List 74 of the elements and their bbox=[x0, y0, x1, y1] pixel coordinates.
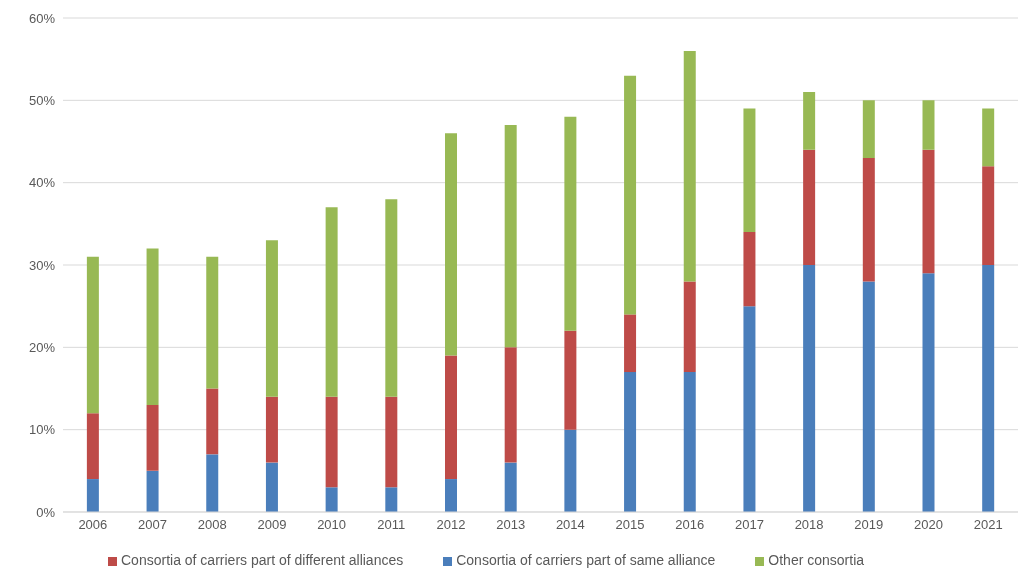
x-tick-label: 2013 bbox=[496, 517, 526, 533]
x-tick-label: 2020 bbox=[914, 517, 943, 533]
bar bbox=[683, 50, 696, 282]
y-tick-label: 20% bbox=[28, 339, 56, 355]
bar bbox=[624, 314, 637, 373]
bar bbox=[206, 256, 219, 389]
bar bbox=[862, 157, 875, 282]
y-tick-label: 0% bbox=[36, 504, 56, 520]
bar bbox=[982, 166, 995, 265]
bar bbox=[146, 248, 159, 405]
y-tick-label: 30% bbox=[28, 257, 56, 273]
bar bbox=[683, 281, 696, 373]
bar bbox=[683, 372, 696, 512]
x-tick-label: 2017 bbox=[734, 517, 764, 533]
x-tick-label: 2009 bbox=[257, 517, 287, 533]
x-tick-label: 2006 bbox=[78, 517, 108, 533]
x-tick-label: 2007 bbox=[138, 517, 167, 533]
legend-label: Consortia of carriers part of different alliances bbox=[121, 552, 404, 568]
y-tick-label: 40% bbox=[28, 175, 56, 191]
bar bbox=[504, 347, 517, 463]
x-tick-label: 2018 bbox=[794, 517, 824, 533]
bar bbox=[803, 149, 816, 265]
x-tick-label: 2012 bbox=[436, 517, 466, 533]
bar bbox=[146, 404, 159, 471]
bar bbox=[265, 396, 278, 463]
x-tick-label: 2008 bbox=[197, 517, 227, 533]
bar bbox=[743, 232, 756, 307]
bar bbox=[862, 281, 875, 512]
x-tick-label: 2011 bbox=[377, 517, 406, 533]
bar bbox=[385, 199, 398, 397]
bar bbox=[624, 372, 637, 512]
x-tick-label: 2014 bbox=[555, 517, 585, 533]
bar bbox=[922, 149, 935, 274]
bar bbox=[146, 470, 159, 512]
bar bbox=[385, 396, 398, 488]
bar bbox=[564, 429, 577, 512]
bar bbox=[743, 306, 756, 512]
x-tick-label: 2016 bbox=[675, 517, 705, 533]
legend-label: Other consortia bbox=[768, 552, 865, 568]
bar bbox=[743, 108, 756, 233]
x-tick-label: 2015 bbox=[615, 517, 645, 533]
bar bbox=[862, 100, 875, 158]
bar bbox=[325, 396, 338, 488]
bar bbox=[86, 256, 99, 414]
bar bbox=[265, 462, 278, 512]
bar bbox=[86, 479, 99, 512]
bar bbox=[325, 207, 338, 397]
x-tick-label: 2010 bbox=[317, 517, 347, 533]
bar bbox=[624, 75, 637, 315]
bar bbox=[206, 454, 219, 512]
bar bbox=[982, 108, 995, 167]
bar bbox=[206, 388, 219, 455]
bar bbox=[385, 487, 398, 512]
bar bbox=[265, 240, 278, 397]
bar bbox=[445, 479, 457, 512]
bar bbox=[922, 273, 935, 512]
bar bbox=[504, 125, 517, 348]
bar bbox=[86, 413, 99, 480]
x-tick-label: 2021 bbox=[973, 517, 1003, 533]
bar bbox=[325, 487, 338, 512]
x-tick-label: 2019 bbox=[854, 517, 884, 533]
legend-label: Consortia of carriers part of same alliance bbox=[456, 552, 716, 568]
bar bbox=[803, 92, 816, 150]
bar bbox=[564, 330, 577, 430]
bar bbox=[803, 265, 816, 512]
bar bbox=[982, 265, 995, 512]
y-tick-label: 10% bbox=[28, 422, 56, 438]
bar bbox=[445, 133, 457, 356]
bar bbox=[564, 116, 577, 331]
bar bbox=[445, 355, 457, 480]
bar bbox=[504, 462, 517, 512]
y-tick-label: 60% bbox=[28, 10, 56, 26]
y-tick-label: 50% bbox=[28, 92, 56, 108]
bar bbox=[922, 100, 935, 150]
